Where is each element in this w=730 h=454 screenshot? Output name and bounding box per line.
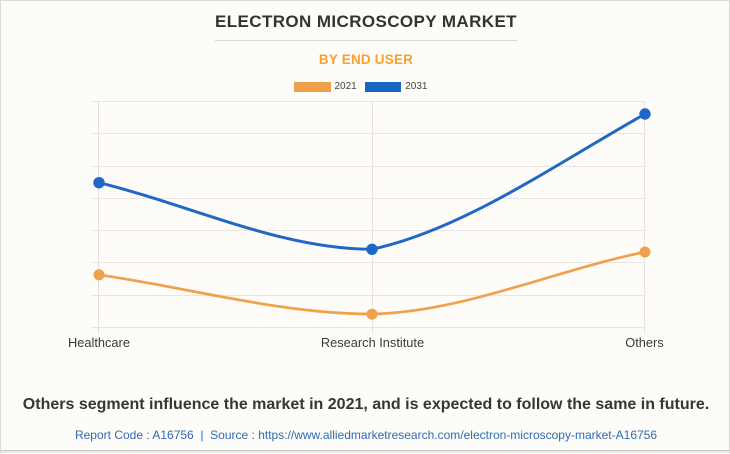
svg-text:Others: Others bbox=[625, 335, 663, 350]
svg-text:Research Institute: Research Institute bbox=[321, 335, 424, 350]
svg-text:Healthcare: Healthcare bbox=[68, 335, 130, 350]
